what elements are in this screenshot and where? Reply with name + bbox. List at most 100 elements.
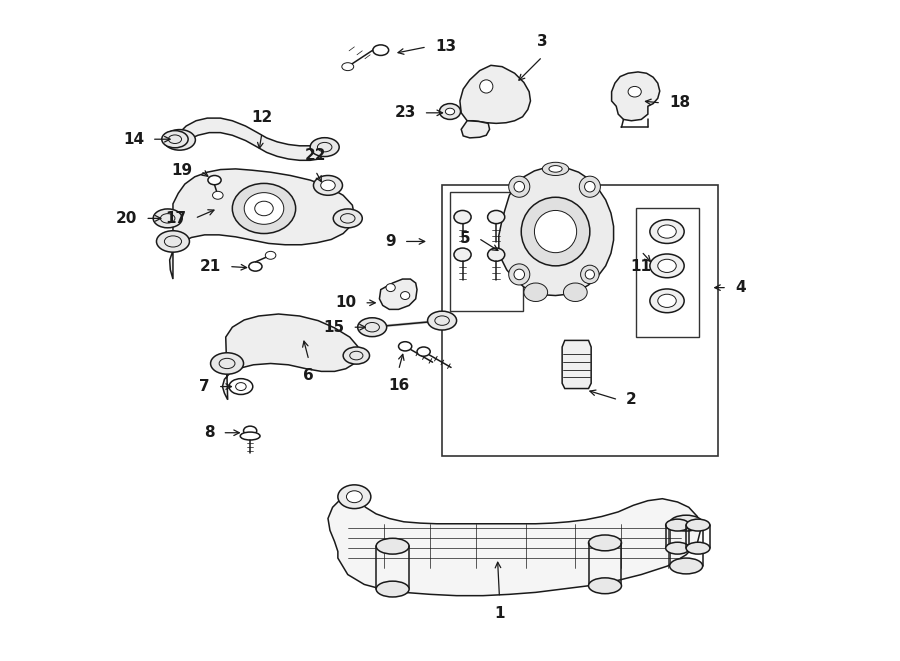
Polygon shape bbox=[612, 72, 660, 121]
Ellipse shape bbox=[580, 265, 599, 284]
Ellipse shape bbox=[318, 142, 332, 152]
Ellipse shape bbox=[376, 538, 410, 554]
Ellipse shape bbox=[666, 519, 689, 531]
Ellipse shape bbox=[240, 432, 260, 440]
Ellipse shape bbox=[364, 323, 380, 332]
Ellipse shape bbox=[585, 181, 595, 192]
Ellipse shape bbox=[164, 130, 195, 150]
Ellipse shape bbox=[165, 236, 182, 247]
Polygon shape bbox=[170, 169, 355, 279]
Text: 8: 8 bbox=[204, 425, 214, 440]
Ellipse shape bbox=[157, 231, 190, 252]
Text: 10: 10 bbox=[335, 295, 356, 310]
Ellipse shape bbox=[219, 358, 235, 369]
Text: 3: 3 bbox=[537, 34, 548, 49]
Ellipse shape bbox=[229, 379, 253, 395]
Text: 6: 6 bbox=[303, 368, 314, 383]
Ellipse shape bbox=[386, 284, 395, 292]
Text: 9: 9 bbox=[385, 234, 396, 249]
Text: 4: 4 bbox=[735, 280, 745, 295]
Ellipse shape bbox=[160, 214, 175, 223]
Ellipse shape bbox=[244, 192, 284, 224]
Ellipse shape bbox=[549, 166, 562, 173]
Ellipse shape bbox=[236, 383, 247, 391]
Ellipse shape bbox=[439, 104, 461, 120]
Ellipse shape bbox=[255, 201, 274, 215]
Text: 12: 12 bbox=[251, 110, 273, 125]
Ellipse shape bbox=[373, 45, 389, 56]
Bar bbox=[450, 192, 523, 311]
Ellipse shape bbox=[670, 515, 703, 531]
Ellipse shape bbox=[162, 131, 188, 148]
Ellipse shape bbox=[343, 347, 370, 364]
Ellipse shape bbox=[428, 311, 456, 330]
Text: 1: 1 bbox=[494, 605, 505, 621]
Ellipse shape bbox=[153, 209, 182, 228]
Ellipse shape bbox=[208, 175, 221, 184]
Ellipse shape bbox=[342, 63, 354, 71]
Ellipse shape bbox=[266, 251, 276, 259]
Text: 20: 20 bbox=[116, 211, 138, 226]
Polygon shape bbox=[222, 314, 359, 400]
Ellipse shape bbox=[400, 292, 410, 299]
Polygon shape bbox=[461, 121, 490, 138]
Ellipse shape bbox=[338, 485, 371, 508]
Polygon shape bbox=[180, 118, 325, 161]
Ellipse shape bbox=[658, 294, 676, 307]
Text: 5: 5 bbox=[460, 231, 471, 246]
Ellipse shape bbox=[313, 175, 343, 195]
Text: 18: 18 bbox=[669, 95, 690, 110]
Polygon shape bbox=[328, 495, 701, 596]
Polygon shape bbox=[460, 65, 530, 124]
Ellipse shape bbox=[333, 209, 363, 228]
Ellipse shape bbox=[535, 210, 577, 253]
Text: 7: 7 bbox=[199, 379, 210, 394]
Ellipse shape bbox=[514, 181, 525, 192]
Text: 23: 23 bbox=[394, 105, 416, 120]
Ellipse shape bbox=[320, 180, 335, 190]
Ellipse shape bbox=[521, 197, 590, 266]
Ellipse shape bbox=[658, 225, 676, 238]
Ellipse shape bbox=[670, 558, 703, 574]
Ellipse shape bbox=[508, 176, 530, 197]
Ellipse shape bbox=[686, 542, 710, 554]
Ellipse shape bbox=[686, 519, 710, 531]
Text: 15: 15 bbox=[323, 320, 345, 334]
Ellipse shape bbox=[310, 137, 339, 157]
Ellipse shape bbox=[212, 191, 223, 199]
Bar bbox=[636, 208, 698, 337]
Ellipse shape bbox=[244, 426, 256, 436]
Ellipse shape bbox=[376, 581, 410, 597]
Ellipse shape bbox=[168, 135, 182, 143]
Ellipse shape bbox=[488, 210, 505, 223]
Polygon shape bbox=[562, 340, 591, 389]
Ellipse shape bbox=[514, 269, 525, 280]
Text: 21: 21 bbox=[200, 259, 221, 274]
Ellipse shape bbox=[563, 283, 587, 301]
Polygon shape bbox=[499, 167, 614, 295]
Text: 14: 14 bbox=[122, 132, 144, 147]
Polygon shape bbox=[380, 279, 417, 309]
Ellipse shape bbox=[454, 248, 471, 261]
Ellipse shape bbox=[628, 87, 642, 97]
Ellipse shape bbox=[232, 183, 296, 233]
Ellipse shape bbox=[658, 259, 676, 272]
Ellipse shape bbox=[650, 254, 684, 278]
Ellipse shape bbox=[543, 163, 569, 175]
Ellipse shape bbox=[211, 353, 244, 374]
Ellipse shape bbox=[350, 351, 363, 360]
Text: 13: 13 bbox=[435, 40, 456, 54]
Text: 19: 19 bbox=[172, 163, 193, 178]
Ellipse shape bbox=[346, 490, 363, 502]
Ellipse shape bbox=[399, 342, 411, 351]
Bar bbox=[442, 185, 718, 456]
Ellipse shape bbox=[480, 80, 493, 93]
Ellipse shape bbox=[666, 542, 689, 554]
Ellipse shape bbox=[446, 108, 454, 115]
Text: 16: 16 bbox=[388, 378, 410, 393]
Text: 2: 2 bbox=[626, 392, 637, 407]
Ellipse shape bbox=[340, 214, 355, 223]
Ellipse shape bbox=[357, 318, 387, 336]
Text: 17: 17 bbox=[166, 211, 187, 226]
Text: 22: 22 bbox=[305, 148, 326, 163]
